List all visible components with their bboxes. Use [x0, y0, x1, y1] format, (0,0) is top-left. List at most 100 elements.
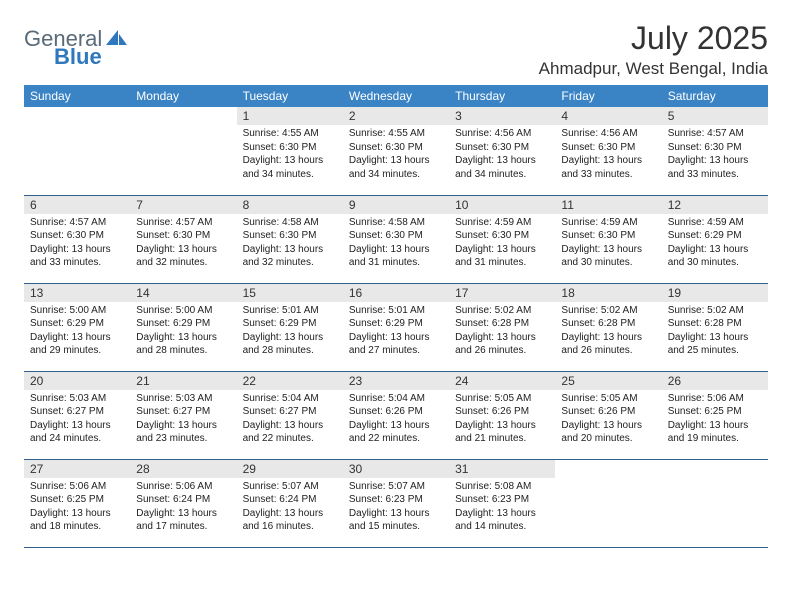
sunset-text: Sunset: 6:27 PM — [243, 405, 337, 419]
daylight-text-1: Daylight: 13 hours — [136, 331, 230, 345]
sunset-text: Sunset: 6:26 PM — [561, 405, 655, 419]
sunset-text: Sunset: 6:29 PM — [136, 317, 230, 331]
day-data: Sunrise: 5:07 AMSunset: 6:24 PMDaylight:… — [237, 478, 343, 538]
day-data: Sunrise: 5:02 AMSunset: 6:28 PMDaylight:… — [555, 302, 661, 362]
day-number: 8 — [237, 196, 343, 214]
daylight-text-1: Daylight: 13 hours — [668, 331, 762, 345]
day-data: Sunrise: 5:00 AMSunset: 6:29 PMDaylight:… — [24, 302, 130, 362]
calendar-cell: 4Sunrise: 4:56 AMSunset: 6:30 PMDaylight… — [555, 107, 661, 195]
day-number: 15 — [237, 284, 343, 302]
sunrise-text: Sunrise: 5:06 AM — [30, 480, 124, 494]
daylight-text-1: Daylight: 13 hours — [561, 154, 655, 168]
calendar-cell: 8Sunrise: 4:58 AMSunset: 6:30 PMDaylight… — [237, 195, 343, 283]
sunset-text: Sunset: 6:23 PM — [349, 493, 443, 507]
daylight-text-2: and 29 minutes. — [30, 344, 124, 358]
daylight-text-1: Daylight: 13 hours — [349, 243, 443, 257]
daylight-text-1: Daylight: 13 hours — [455, 331, 549, 345]
daylight-text-1: Daylight: 13 hours — [30, 419, 124, 433]
sunrise-text: Sunrise: 5:03 AM — [136, 392, 230, 406]
sunset-text: Sunset: 6:27 PM — [30, 405, 124, 419]
daylight-text-2: and 26 minutes. — [561, 344, 655, 358]
sunrise-text: Sunrise: 5:04 AM — [243, 392, 337, 406]
sunset-text: Sunset: 6:27 PM — [136, 405, 230, 419]
daylight-text-2: and 34 minutes. — [455, 168, 549, 182]
calendar-cell: 27Sunrise: 5:06 AMSunset: 6:25 PMDayligh… — [24, 459, 130, 547]
day-data: Sunrise: 5:02 AMSunset: 6:28 PMDaylight:… — [662, 302, 768, 362]
daylight-text-1: Daylight: 13 hours — [243, 243, 337, 257]
calendar-cell — [24, 107, 130, 195]
sunrise-text: Sunrise: 5:02 AM — [561, 304, 655, 318]
daylight-text-2: and 28 minutes. — [136, 344, 230, 358]
day-data: Sunrise: 5:06 AMSunset: 6:24 PMDaylight:… — [130, 478, 236, 538]
day-number: 14 — [130, 284, 236, 302]
daylight-text-1: Daylight: 13 hours — [455, 507, 549, 521]
sunrise-text: Sunrise: 5:06 AM — [668, 392, 762, 406]
day-number: 19 — [662, 284, 768, 302]
daylight-text-1: Daylight: 13 hours — [455, 419, 549, 433]
sunset-text: Sunset: 6:26 PM — [455, 405, 549, 419]
day-data: Sunrise: 4:59 AMSunset: 6:29 PMDaylight:… — [662, 214, 768, 274]
sunrise-text: Sunrise: 5:07 AM — [349, 480, 443, 494]
sunset-text: Sunset: 6:30 PM — [349, 141, 443, 155]
day-number: 28 — [130, 460, 236, 478]
weekday-header: Saturday — [662, 85, 768, 107]
calendar-week-row: 13Sunrise: 5:00 AMSunset: 6:29 PMDayligh… — [24, 283, 768, 371]
calendar-cell: 23Sunrise: 5:04 AMSunset: 6:26 PMDayligh… — [343, 371, 449, 459]
daylight-text-2: and 26 minutes. — [455, 344, 549, 358]
sunset-text: Sunset: 6:23 PM — [455, 493, 549, 507]
day-data: Sunrise: 5:06 AMSunset: 6:25 PMDaylight:… — [662, 390, 768, 450]
brand-text-blue: Blue — [54, 44, 102, 70]
daylight-text-2: and 14 minutes. — [455, 520, 549, 534]
calendar-cell: 16Sunrise: 5:01 AMSunset: 6:29 PMDayligh… — [343, 283, 449, 371]
sunrise-text: Sunrise: 5:00 AM — [136, 304, 230, 318]
day-number: 16 — [343, 284, 449, 302]
day-number: 13 — [24, 284, 130, 302]
sunrise-text: Sunrise: 5:01 AM — [243, 304, 337, 318]
sunset-text: Sunset: 6:30 PM — [668, 141, 762, 155]
calendar-cell: 17Sunrise: 5:02 AMSunset: 6:28 PMDayligh… — [449, 283, 555, 371]
day-data: Sunrise: 5:05 AMSunset: 6:26 PMDaylight:… — [449, 390, 555, 450]
daylight-text-2: and 25 minutes. — [668, 344, 762, 358]
calendar-cell: 24Sunrise: 5:05 AMSunset: 6:26 PMDayligh… — [449, 371, 555, 459]
daylight-text-2: and 34 minutes. — [243, 168, 337, 182]
sunrise-text: Sunrise: 5:07 AM — [243, 480, 337, 494]
day-number: 17 — [449, 284, 555, 302]
daylight-text-1: Daylight: 13 hours — [668, 154, 762, 168]
title-block: July 2025 Ahmadpur, West Bengal, India — [539, 20, 768, 79]
daylight-text-1: Daylight: 13 hours — [136, 243, 230, 257]
daylight-text-2: and 20 minutes. — [561, 432, 655, 446]
weekday-header: Thursday — [449, 85, 555, 107]
daylight-text-2: and 31 minutes. — [455, 256, 549, 270]
sunset-text: Sunset: 6:30 PM — [243, 141, 337, 155]
daylight-text-1: Daylight: 13 hours — [243, 154, 337, 168]
calendar-cell: 20Sunrise: 5:03 AMSunset: 6:27 PMDayligh… — [24, 371, 130, 459]
daylight-text-2: and 16 minutes. — [243, 520, 337, 534]
day-number: 6 — [24, 196, 130, 214]
day-data: Sunrise: 5:01 AMSunset: 6:29 PMDaylight:… — [343, 302, 449, 362]
day-number: 25 — [555, 372, 661, 390]
sunrise-text: Sunrise: 4:57 AM — [668, 127, 762, 141]
sunrise-text: Sunrise: 5:02 AM — [668, 304, 762, 318]
day-number: 26 — [662, 372, 768, 390]
sunset-text: Sunset: 6:25 PM — [668, 405, 762, 419]
calendar-week-row: 20Sunrise: 5:03 AMSunset: 6:27 PMDayligh… — [24, 371, 768, 459]
calendar-table: SundayMondayTuesdayWednesdayThursdayFrid… — [24, 85, 768, 548]
day-number: 11 — [555, 196, 661, 214]
daylight-text-1: Daylight: 13 hours — [243, 419, 337, 433]
daylight-text-2: and 32 minutes. — [243, 256, 337, 270]
sunrise-text: Sunrise: 5:05 AM — [561, 392, 655, 406]
day-number: 24 — [449, 372, 555, 390]
daylight-text-2: and 22 minutes. — [243, 432, 337, 446]
day-number: 7 — [130, 196, 236, 214]
day-data: Sunrise: 4:56 AMSunset: 6:30 PMDaylight:… — [449, 125, 555, 185]
calendar-cell: 11Sunrise: 4:59 AMSunset: 6:30 PMDayligh… — [555, 195, 661, 283]
day-data: Sunrise: 4:57 AMSunset: 6:30 PMDaylight:… — [662, 125, 768, 185]
day-number: 27 — [24, 460, 130, 478]
sunrise-text: Sunrise: 4:56 AM — [455, 127, 549, 141]
calendar-week-row: 6Sunrise: 4:57 AMSunset: 6:30 PMDaylight… — [24, 195, 768, 283]
daylight-text-1: Daylight: 13 hours — [668, 243, 762, 257]
sunrise-text: Sunrise: 5:03 AM — [30, 392, 124, 406]
day-number: 30 — [343, 460, 449, 478]
day-number: 9 — [343, 196, 449, 214]
sunset-text: Sunset: 6:28 PM — [668, 317, 762, 331]
